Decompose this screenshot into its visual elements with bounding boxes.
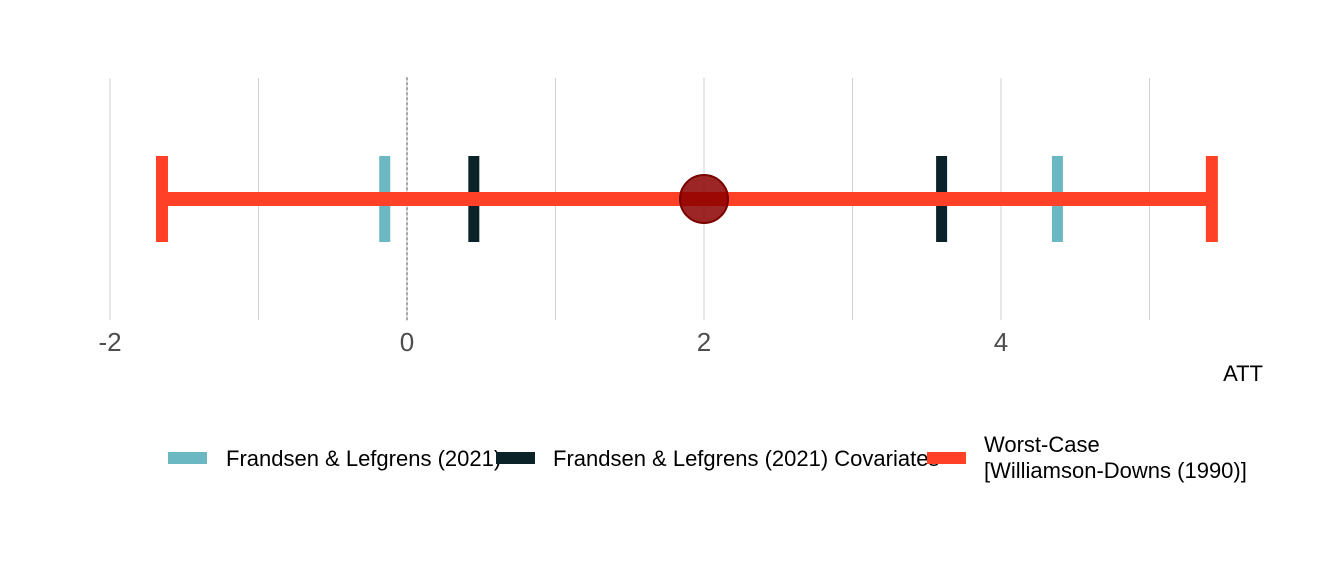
x-tick-label: 0 — [400, 327, 414, 357]
series-3-upper-cap — [1205, 156, 1218, 242]
tick-label-layer: -2 0 2 4 — [98, 327, 1008, 357]
legend-key-2 — [496, 452, 535, 464]
interval-layer — [155, 156, 1218, 242]
legend-label-1: Frandsen & Lefgrens (2021) — [226, 446, 501, 471]
point-estimate-layer — [679, 174, 729, 224]
point-estimate — [679, 174, 729, 224]
x-axis-title: ATT — [1223, 361, 1263, 386]
legend-label-line: Worst-Case — [984, 432, 1100, 457]
legend-label-3: Worst-Case [Williamson-Downs (1990)] — [984, 432, 1247, 483]
series-3-lower-cap — [155, 156, 168, 242]
legend-label-2: Frandsen & Lefgrens (2021) Covariates — [553, 446, 939, 471]
legend-key-1 — [168, 452, 207, 464]
legend: Frandsen & Lefgrens (2021) Frandsen & Lef… — [168, 432, 1247, 483]
legend-label-line: [Williamson-Downs (1990)] — [984, 458, 1247, 483]
x-tick-label: -2 — [98, 327, 121, 357]
legend-key-3 — [927, 452, 966, 464]
x-tick-label: 4 — [994, 327, 1008, 357]
x-tick-label: 2 — [697, 327, 711, 357]
